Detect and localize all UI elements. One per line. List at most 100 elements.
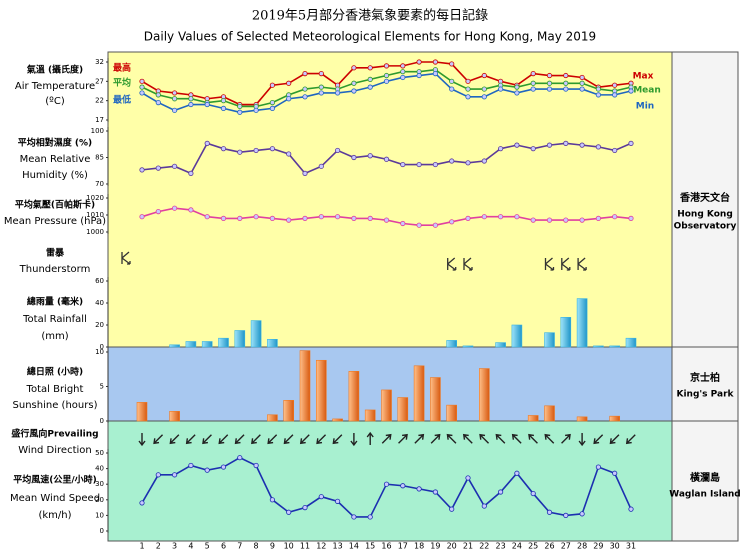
data-point [139,167,145,173]
data-point [139,84,145,90]
data-point [302,504,308,511]
legend-label: 最低 [113,94,131,106]
x-tick-label: 22 [479,542,489,551]
data-point [351,80,357,86]
y-tick-label: 1010 [86,211,104,219]
y-tick-label: 17 [95,116,104,124]
bar [544,332,555,348]
wind-arrow [430,433,441,444]
data-point [351,154,357,161]
data-point [383,72,390,79]
data-point [628,506,634,512]
x-tick-label: 19 [430,542,440,551]
bar [218,337,229,348]
y-tick-label: 10 [95,348,104,356]
wind-arrow [398,433,408,444]
data-point [595,215,602,221]
x-tick-label: 29 [593,542,603,551]
wind-arrow [185,434,196,445]
data-point [546,86,553,92]
data-point [628,140,634,146]
legend-label: 最高 [113,62,131,74]
data-point [188,96,194,102]
data-point [220,146,227,152]
data-point [351,88,357,94]
data-point [563,512,569,519]
x-tick-label: 24 [512,542,522,551]
x-tick-label: 23 [496,542,506,551]
legend-label: Mean [633,86,661,96]
bar [348,371,360,422]
data-point [318,90,324,96]
data-point [172,205,178,211]
data-point [514,84,520,90]
data-point [530,86,536,92]
data-point [155,165,161,171]
panel-label: 平均風速(公里/小時) [13,474,97,486]
x-tick-label: 21 [463,542,473,551]
data-point [612,214,618,220]
data-point [612,470,618,476]
legend-label: 平均 [113,77,131,89]
data-point [204,140,210,146]
data-point [351,514,357,520]
data-point [481,94,487,100]
bar [267,338,278,348]
panel-label: (mm) [41,331,68,342]
x-tick-label: 11 [300,542,310,551]
data-point [334,147,341,154]
bar [250,320,262,348]
bar [430,377,441,422]
station-zh: 橫瀾島 [690,471,720,484]
wind-arrow [446,433,457,444]
data-point [172,90,178,96]
panel-label: 盛行風向Prevailing [11,428,98,440]
data-point [465,94,471,100]
wind-arrow [299,434,310,445]
data-point [481,214,487,220]
data-point [579,74,585,81]
legend-icon [121,251,131,265]
data-point [269,146,275,152]
data-point [432,222,438,228]
bar [283,399,295,422]
data-point [367,153,373,159]
x-tick-label: 17 [398,542,408,551]
x-tick-label: 31 [626,542,636,551]
data-point [155,209,161,215]
bar [201,341,213,348]
x-tick-label: 9 [270,542,275,551]
data-point [579,80,585,86]
panel-label: 總雨量 (毫米) [27,296,83,308]
data-point [595,86,602,92]
bar [609,415,621,422]
data-point [139,90,145,96]
data-point [253,462,259,469]
bar [413,365,425,422]
data-point [155,100,161,106]
data-point [432,489,438,495]
bar [462,345,474,348]
data-point [383,217,390,223]
wind-arrow [625,434,636,445]
wind-arrow [609,434,620,445]
bar [364,409,376,422]
data-point [188,170,194,176]
data-point [481,503,487,509]
wind-arrow [283,434,294,445]
data-point [432,59,438,65]
station-en: Observatory [674,222,737,232]
wind-arrow [202,434,212,445]
data-point [546,72,553,79]
data-point [220,105,227,112]
bar [381,389,392,422]
data-point [269,105,275,112]
data-point [595,464,602,470]
data-point [530,71,536,77]
data-point [465,215,471,221]
wind-arrow [544,433,555,444]
panel-label: Mean Pressure (hPa) [4,216,106,227]
data-point [367,514,373,520]
thunderstorm-icon [447,257,457,271]
wind-arrow [267,434,278,445]
